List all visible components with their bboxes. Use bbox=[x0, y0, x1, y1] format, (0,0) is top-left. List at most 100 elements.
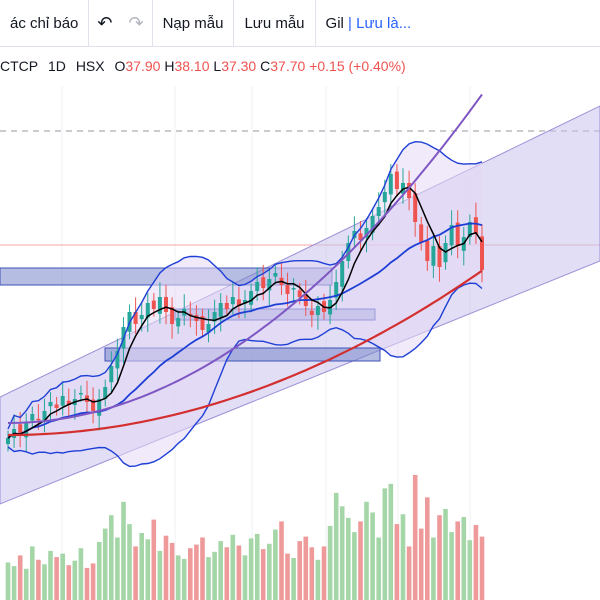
load-template-button[interactable]: Nạp mẫu bbox=[153, 0, 234, 46]
symbol-name[interactable]: CTCP bbox=[0, 58, 39, 74]
volume-bar bbox=[139, 533, 144, 600]
volume-bar bbox=[30, 546, 35, 600]
candle-body bbox=[315, 306, 320, 315]
volume-bar bbox=[109, 515, 114, 600]
ma-short-line bbox=[7, 186, 483, 439]
toolbar-divider bbox=[88, 0, 90, 46]
volume-bar bbox=[54, 557, 59, 600]
candle-body bbox=[309, 310, 314, 315]
volume-bar bbox=[72, 560, 78, 600]
price-chart[interactable] bbox=[0, 46, 600, 600]
volume-bar bbox=[303, 536, 309, 600]
volume-bar bbox=[285, 553, 290, 600]
volume-bars bbox=[5, 475, 485, 600]
indicators-button[interactable]: ác chỉ báo bbox=[0, 0, 88, 46]
candle-body bbox=[413, 193, 418, 222]
candle-body bbox=[230, 297, 235, 305]
volume-bar bbox=[455, 521, 460, 600]
candle-body bbox=[261, 277, 266, 288]
candle-body bbox=[30, 414, 35, 421]
low-value: 37.30 bbox=[221, 58, 257, 74]
save-status: Lưu là... bbox=[356, 14, 412, 32]
candle-body bbox=[370, 216, 375, 233]
high-value: 38.10 bbox=[174, 58, 210, 74]
candle-body bbox=[388, 174, 393, 195]
candle-body bbox=[340, 261, 345, 287]
volume-bar bbox=[66, 565, 72, 600]
volume-bar bbox=[230, 534, 236, 600]
layout-save-button[interactable]: Gil | Lưu là... bbox=[316, 0, 422, 46]
candle-body bbox=[115, 351, 120, 369]
candle-body bbox=[212, 312, 217, 322]
bollinger-upper-line bbox=[7, 140, 483, 430]
volume-bar bbox=[36, 559, 41, 600]
volume-bar bbox=[5, 562, 11, 600]
volume-bar bbox=[188, 548, 193, 600]
candle-body bbox=[255, 282, 260, 291]
volume-bar bbox=[309, 547, 315, 600]
volume-bar bbox=[425, 497, 430, 600]
candle-body bbox=[394, 171, 399, 189]
candle-body bbox=[243, 300, 247, 304]
volume-bar bbox=[78, 548, 84, 600]
candle-body bbox=[346, 243, 351, 261]
open-value: 37.90 bbox=[125, 58, 161, 74]
interval[interactable]: 1D bbox=[48, 58, 66, 74]
candle-body bbox=[91, 399, 96, 411]
candle-body bbox=[382, 192, 387, 203]
toolbar-divider bbox=[314, 0, 316, 46]
volume-bar bbox=[388, 483, 394, 600]
volume-bar bbox=[333, 492, 339, 600]
volume-bar bbox=[443, 508, 448, 600]
candle-body bbox=[334, 282, 339, 298]
candle-body bbox=[78, 393, 83, 395]
candle-body bbox=[109, 366, 114, 383]
volume-bar bbox=[218, 541, 223, 600]
volume-bar bbox=[84, 567, 90, 600]
volume-bar bbox=[96, 542, 102, 600]
layout-separator: | bbox=[348, 14, 352, 32]
candle-body bbox=[473, 217, 478, 234]
volume-bar bbox=[267, 543, 272, 600]
volume-bar bbox=[90, 563, 96, 600]
redo-icon[interactable]: ↷ bbox=[128, 12, 144, 33]
volume-bar bbox=[473, 525, 479, 600]
volume-bar bbox=[352, 532, 357, 600]
load-template-label: Nạp mẫu bbox=[162, 14, 224, 32]
candle-body bbox=[407, 183, 412, 198]
volume-bar bbox=[370, 512, 375, 600]
volume-bar bbox=[175, 555, 181, 600]
volume-bar bbox=[449, 532, 454, 600]
candle-body bbox=[170, 307, 175, 324]
volume-bar bbox=[200, 537, 205, 600]
candle-body bbox=[200, 316, 205, 330]
volume-bar bbox=[254, 533, 260, 600]
candle-body bbox=[218, 303, 223, 317]
volume-bar bbox=[115, 537, 120, 600]
volume-bar bbox=[406, 546, 412, 600]
candle-body bbox=[364, 228, 369, 238]
low-label: L bbox=[213, 58, 222, 74]
volume-bar bbox=[133, 546, 138, 600]
candle-body bbox=[66, 400, 71, 405]
volume-bar bbox=[48, 550, 53, 600]
volume-bar bbox=[358, 521, 363, 600]
candle-body bbox=[358, 233, 363, 240]
candle-body bbox=[297, 290, 302, 297]
ma-long-line bbox=[8, 269, 483, 437]
save-template-button[interactable]: Lưu mẫu bbox=[234, 0, 314, 46]
volume-bar bbox=[169, 542, 175, 600]
candle-body bbox=[164, 297, 168, 312]
undo-icon[interactable]: ↶ bbox=[97, 12, 113, 33]
candles bbox=[6, 164, 484, 453]
volume-bar bbox=[206, 557, 211, 600]
candle-body bbox=[139, 315, 144, 320]
volume-bar bbox=[376, 537, 381, 600]
volume-bar bbox=[102, 528, 108, 600]
volume-bar bbox=[339, 506, 345, 600]
candle-body bbox=[36, 418, 41, 421]
volume-bar bbox=[11, 566, 17, 600]
candle-body bbox=[437, 246, 442, 267]
volume-bar bbox=[461, 517, 467, 600]
candle-body bbox=[42, 411, 47, 420]
